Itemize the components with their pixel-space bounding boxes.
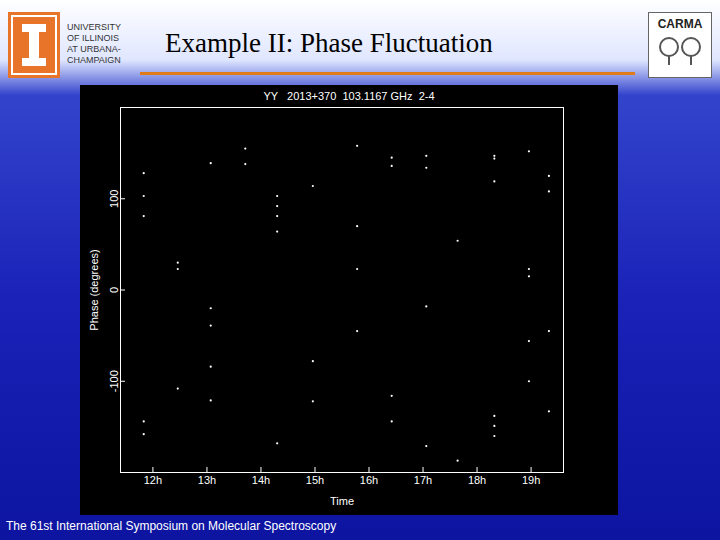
html-text:CHAMPAIGN: CHAMPAIGN (67, 55, 121, 65)
html-text:CARMA: CARMA (657, 17, 703, 31)
html-text:The 61st International Symposi: The 61st International Symposium on Mole… (6, 519, 337, 533)
svg-text:17h: 17h (414, 474, 432, 486)
svg-text:Time: Time (330, 495, 354, 507)
html-text:AT URBANA-: AT URBANA- (67, 44, 121, 54)
svg-text:14h: 14h (252, 474, 270, 486)
svg-text:13h: 13h (198, 474, 216, 486)
html-text:Example II: Phase Fluctuation: Example II: Phase Fluctuation (165, 28, 493, 58)
svg-text:0: 0 (108, 287, 120, 293)
svg-text:100: 100 (108, 190, 120, 208)
html-text:UNIVERSITY: UNIVERSITY (67, 22, 121, 32)
svg-text:-100: -100 (108, 370, 120, 392)
svg-text:19h: 19h (522, 474, 540, 486)
html-text:OF ILLINOIS: OF ILLINOIS (67, 33, 119, 43)
svg-text:12h: 12h (144, 474, 162, 486)
html-text:YY 2013+370 103.1167 GHz 2-4: YY 2013+370 103.1167 GHz 2-4 (263, 90, 435, 102)
svg-text:15h: 15h (306, 474, 324, 486)
svg-text:18h: 18h (468, 474, 486, 486)
svg-text:Phase (degrees): Phase (degrees) (88, 249, 100, 330)
svg-text:16h: 16h (360, 474, 378, 486)
